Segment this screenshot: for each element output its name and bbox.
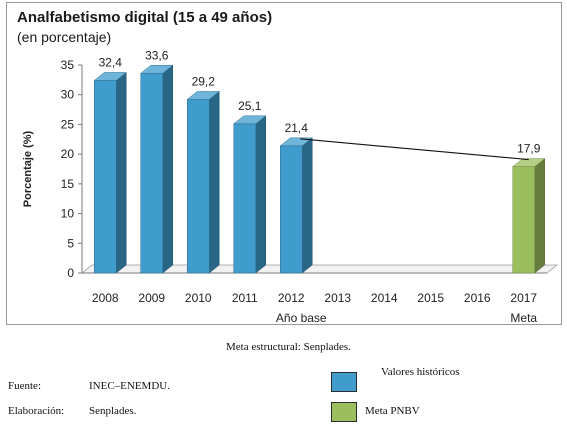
elaboration-value: Senplades. [89,405,137,417]
data-label: 32,4 [99,55,123,69]
x-sublabel: Año base [276,311,327,324]
x-sublabel: Meta [510,311,537,324]
bar-front [280,145,303,274]
x-tick-label: 2009 [138,291,165,305]
legend-label-meta: Meta PNBV [365,405,420,417]
x-tick-label: 2013 [324,291,351,305]
bar-top [140,65,174,74]
bar-2017 [512,158,546,274]
bar-chart: 0 5 10 15 20 25 30 35 Porcentaje (%) 2008 2009 2010… [22,48,559,324]
y-axis-title: Porcentaje (%) [22,130,34,207]
x-tick-label: 2010 [185,291,212,305]
legend-label-historicos: Valores históricos [381,366,460,378]
chart-subtitle: (en porcentaje) [17,29,112,45]
legend-swatch-historicos [331,372,357,392]
chart-frame: Analfabetismo digital (15 a 49 años) (en… [6,2,562,325]
y-tick-label: 30 [61,88,75,102]
bar-side [534,158,545,274]
bar-side [162,64,173,274]
data-label: 25,1 [238,99,262,113]
x-tick-label: 2014 [371,291,398,305]
bar-side [209,90,220,274]
source-label: Fuente: [8,380,41,392]
y-tick-label: 15 [61,177,75,191]
footer-note: Meta estructural: Senplades. [226,341,351,353]
x-tick-label: 2008 [92,291,119,305]
bar-front [94,80,117,274]
bar-2012 [279,137,313,274]
bar-top [186,91,220,100]
bar-2008 [93,71,127,274]
x-tick-label: 2012 [278,291,305,305]
bar-front [512,166,535,274]
bar-top [279,137,313,147]
x-tick-label: 2016 [464,291,491,305]
y-tick-label: 25 [61,117,75,131]
data-label: 17,9 [517,142,541,156]
x-tick-label: 2015 [417,291,444,305]
bar-front [187,99,210,274]
source-value: INEC–ENEMDU. [89,380,170,392]
x-tick-label: 2011 [232,291,258,305]
bar-2010 [186,90,220,274]
legend-swatch-meta [331,402,357,422]
bar-top [93,72,127,81]
bar-side [302,137,313,274]
y-tick-label: 10 [61,207,75,221]
y-tick-label: 35 [61,58,75,72]
data-label: 33,6 [145,48,169,62]
bar-side [255,115,266,274]
bar-top [233,115,267,125]
y-tick-label: 5 [67,236,74,250]
bar-2009 [140,64,174,274]
bar-2011 [233,115,267,274]
bar-side [116,71,127,274]
bar-front [233,123,256,274]
chart-title: Analfabetismo digital (15 a 49 años) [17,9,273,26]
x-tick-label: 2017 [510,291,537,305]
elaboration-label: Elaboración: [8,405,65,417]
bar-top [512,158,546,167]
y-tick-label: 0 [67,266,74,280]
data-label: 29,2 [192,74,216,88]
bar-front [140,73,163,274]
data-label: 21,4 [285,121,309,135]
y-tick-label: 20 [61,147,75,161]
trend-line [300,138,529,161]
